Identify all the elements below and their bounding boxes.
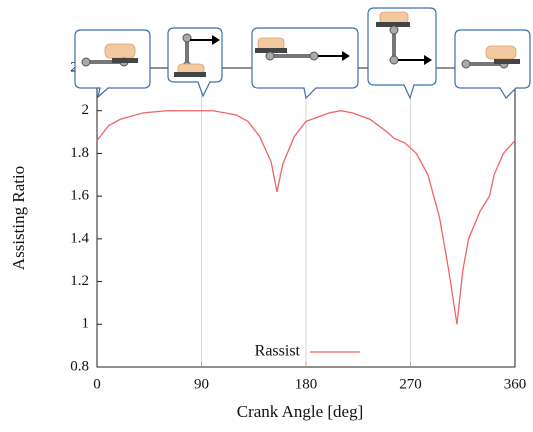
x-tick-label: 360 — [504, 376, 527, 392]
x-tick-label: 90 — [194, 376, 209, 392]
x-tick-label: 0 — [93, 376, 101, 392]
y-tick-label: 2 — [82, 102, 90, 118]
y-axis-label: Assisting Ratio — [9, 166, 28, 270]
legend-label: Rassist — [255, 343, 301, 360]
data-line — [96, 110, 516, 325]
y-tick-label: 0.8 — [70, 358, 89, 374]
x-tick-label: 180 — [295, 376, 318, 392]
y-tick-label: 1.8 — [70, 145, 89, 161]
y-tick-label: 1.4 — [70, 230, 89, 246]
x-tick-label: 270 — [399, 376, 422, 392]
y-tick-label: 1.2 — [70, 273, 89, 289]
y-tick-label: 1 — [82, 316, 90, 332]
y-tick-label: 1.6 — [70, 188, 89, 204]
illustrations — [74, 7, 531, 100]
x-axis-label: Crank Angle [deg] — [237, 402, 364, 421]
